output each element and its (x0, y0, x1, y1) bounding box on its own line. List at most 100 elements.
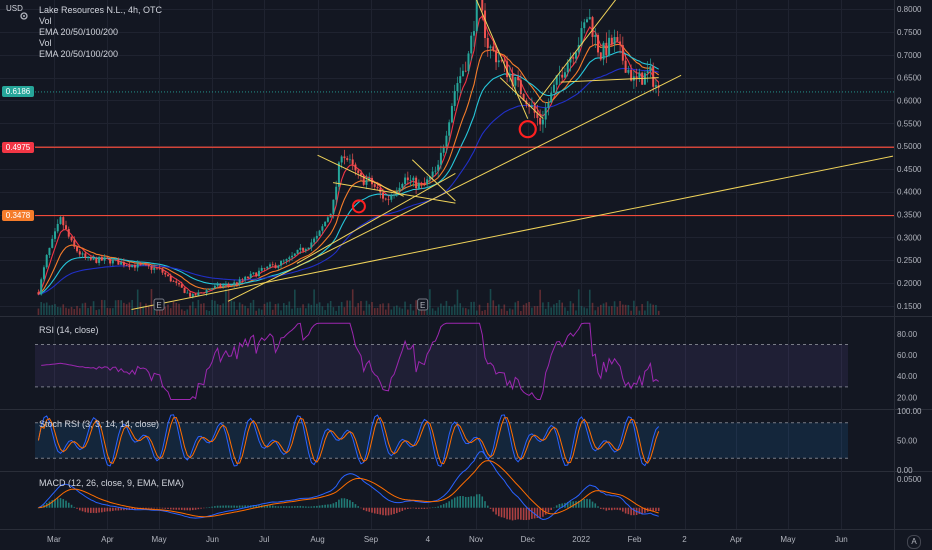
candle (616, 30, 619, 42)
macd-histogram-bar (76, 507, 78, 509)
rsi-tick-label: 60.00 (897, 351, 918, 360)
legend-item-ema[interactable]: EMA 20/50/100/200 (39, 49, 119, 59)
legend-item-ema[interactable]: EMA 20/50/100/200 (39, 27, 119, 37)
candle (362, 173, 365, 187)
candle-body (621, 45, 624, 61)
volume-bar (106, 308, 109, 315)
volume-bar (150, 289, 153, 315)
volume-bar (164, 306, 167, 315)
symbol-title[interactable]: Lake Resources N.L., 4h, OTC (39, 5, 163, 15)
x-tick-label: Sep (364, 535, 379, 544)
candle (459, 67, 462, 94)
candle-body (172, 281, 175, 282)
candle-body (495, 50, 498, 63)
volume-bar (40, 301, 43, 315)
macd-histogram-bar (307, 506, 310, 508)
candle (62, 215, 65, 231)
candle (89, 256, 92, 261)
volume-bar (362, 310, 365, 315)
candle-body (583, 22, 586, 29)
candle (291, 252, 294, 261)
macd-histogram-bar (396, 507, 398, 514)
candle-body (244, 276, 247, 280)
trendline (476, 0, 529, 119)
x-tick-label: Dec (521, 535, 535, 544)
candle (98, 256, 101, 266)
volume-bar (633, 300, 635, 315)
macd-histogram-bar (357, 506, 360, 508)
candle-body (431, 171, 434, 177)
candle (274, 262, 277, 269)
candle (288, 255, 291, 263)
candle-body (78, 251, 81, 255)
candle-body (296, 249, 299, 254)
macd-histogram-bar (550, 507, 552, 511)
candle-body (178, 282, 181, 285)
candle-body (486, 38, 489, 48)
candle-body (484, 10, 487, 39)
candle-body (354, 164, 357, 171)
volume-bar (321, 306, 324, 315)
macd-histogram-bar (539, 507, 541, 518)
candle-body (643, 73, 646, 85)
volume-bar (178, 303, 180, 315)
legend-item-vol[interactable]: Vol (39, 16, 52, 26)
stoch-band (35, 422, 848, 459)
volume-bar (125, 304, 128, 315)
macd-histogram-bar (599, 507, 602, 509)
stoch-pane-label[interactable]: Stoch RSI (3, 3, 14, 14, close) (39, 419, 160, 429)
candle-body (332, 199, 335, 214)
volume-bar (605, 302, 608, 315)
volume-bar (431, 308, 434, 315)
candle (627, 65, 630, 75)
volume-bar (464, 308, 467, 315)
macd-histogram-bar (412, 507, 415, 509)
candle (544, 102, 547, 128)
trendline (317, 154, 404, 197)
volume-bar (313, 289, 315, 315)
volume-bar (622, 304, 624, 315)
macd-histogram-bar (542, 507, 544, 517)
trendline (332, 182, 456, 204)
macd-histogram-bar (120, 507, 122, 511)
volume-bar (652, 304, 654, 315)
candle (530, 97, 533, 109)
legend-item-vol[interactable]: Vol (39, 38, 52, 48)
candle-body (216, 284, 219, 286)
candle-body (437, 164, 440, 171)
macd-pane-label[interactable]: MACD (12, 26, close, 9, EMA, EMA) (39, 478, 185, 488)
volume-bar (260, 309, 263, 315)
candle (111, 257, 114, 267)
volume-bar (203, 303, 205, 315)
macd-histogram-bar (605, 507, 608, 511)
candle-body (519, 80, 522, 95)
candle (390, 193, 393, 203)
volume-bar (249, 302, 252, 315)
candle-body (230, 284, 233, 286)
rsi-pane: 80.00 60.00 40.00 20.00 (35, 322, 918, 402)
macd-histogram-bar (186, 507, 189, 511)
volume-bar (558, 299, 561, 315)
candle (164, 270, 167, 278)
candle (608, 29, 611, 58)
macd-histogram-bar (305, 506, 307, 508)
candle (158, 264, 161, 271)
macd-histogram-bar (280, 506, 282, 508)
candle-body (539, 117, 542, 125)
candle-body (263, 267, 266, 269)
volume-bar (655, 304, 657, 315)
candle (602, 41, 605, 66)
rsi-pane-label[interactable]: RSI (14, close) (39, 325, 99, 335)
macd-histogram-bar (147, 507, 150, 509)
candle (296, 249, 299, 254)
candle-body (266, 266, 269, 269)
volume-bar (533, 306, 536, 315)
candle (508, 65, 511, 82)
auto-scale-button[interactable]: A (907, 535, 921, 549)
macd-histogram-bar (222, 505, 224, 508)
candle (472, 20, 475, 47)
candle (37, 289, 40, 296)
candle-body (219, 284, 222, 287)
gear-icon[interactable] (18, 10, 30, 22)
